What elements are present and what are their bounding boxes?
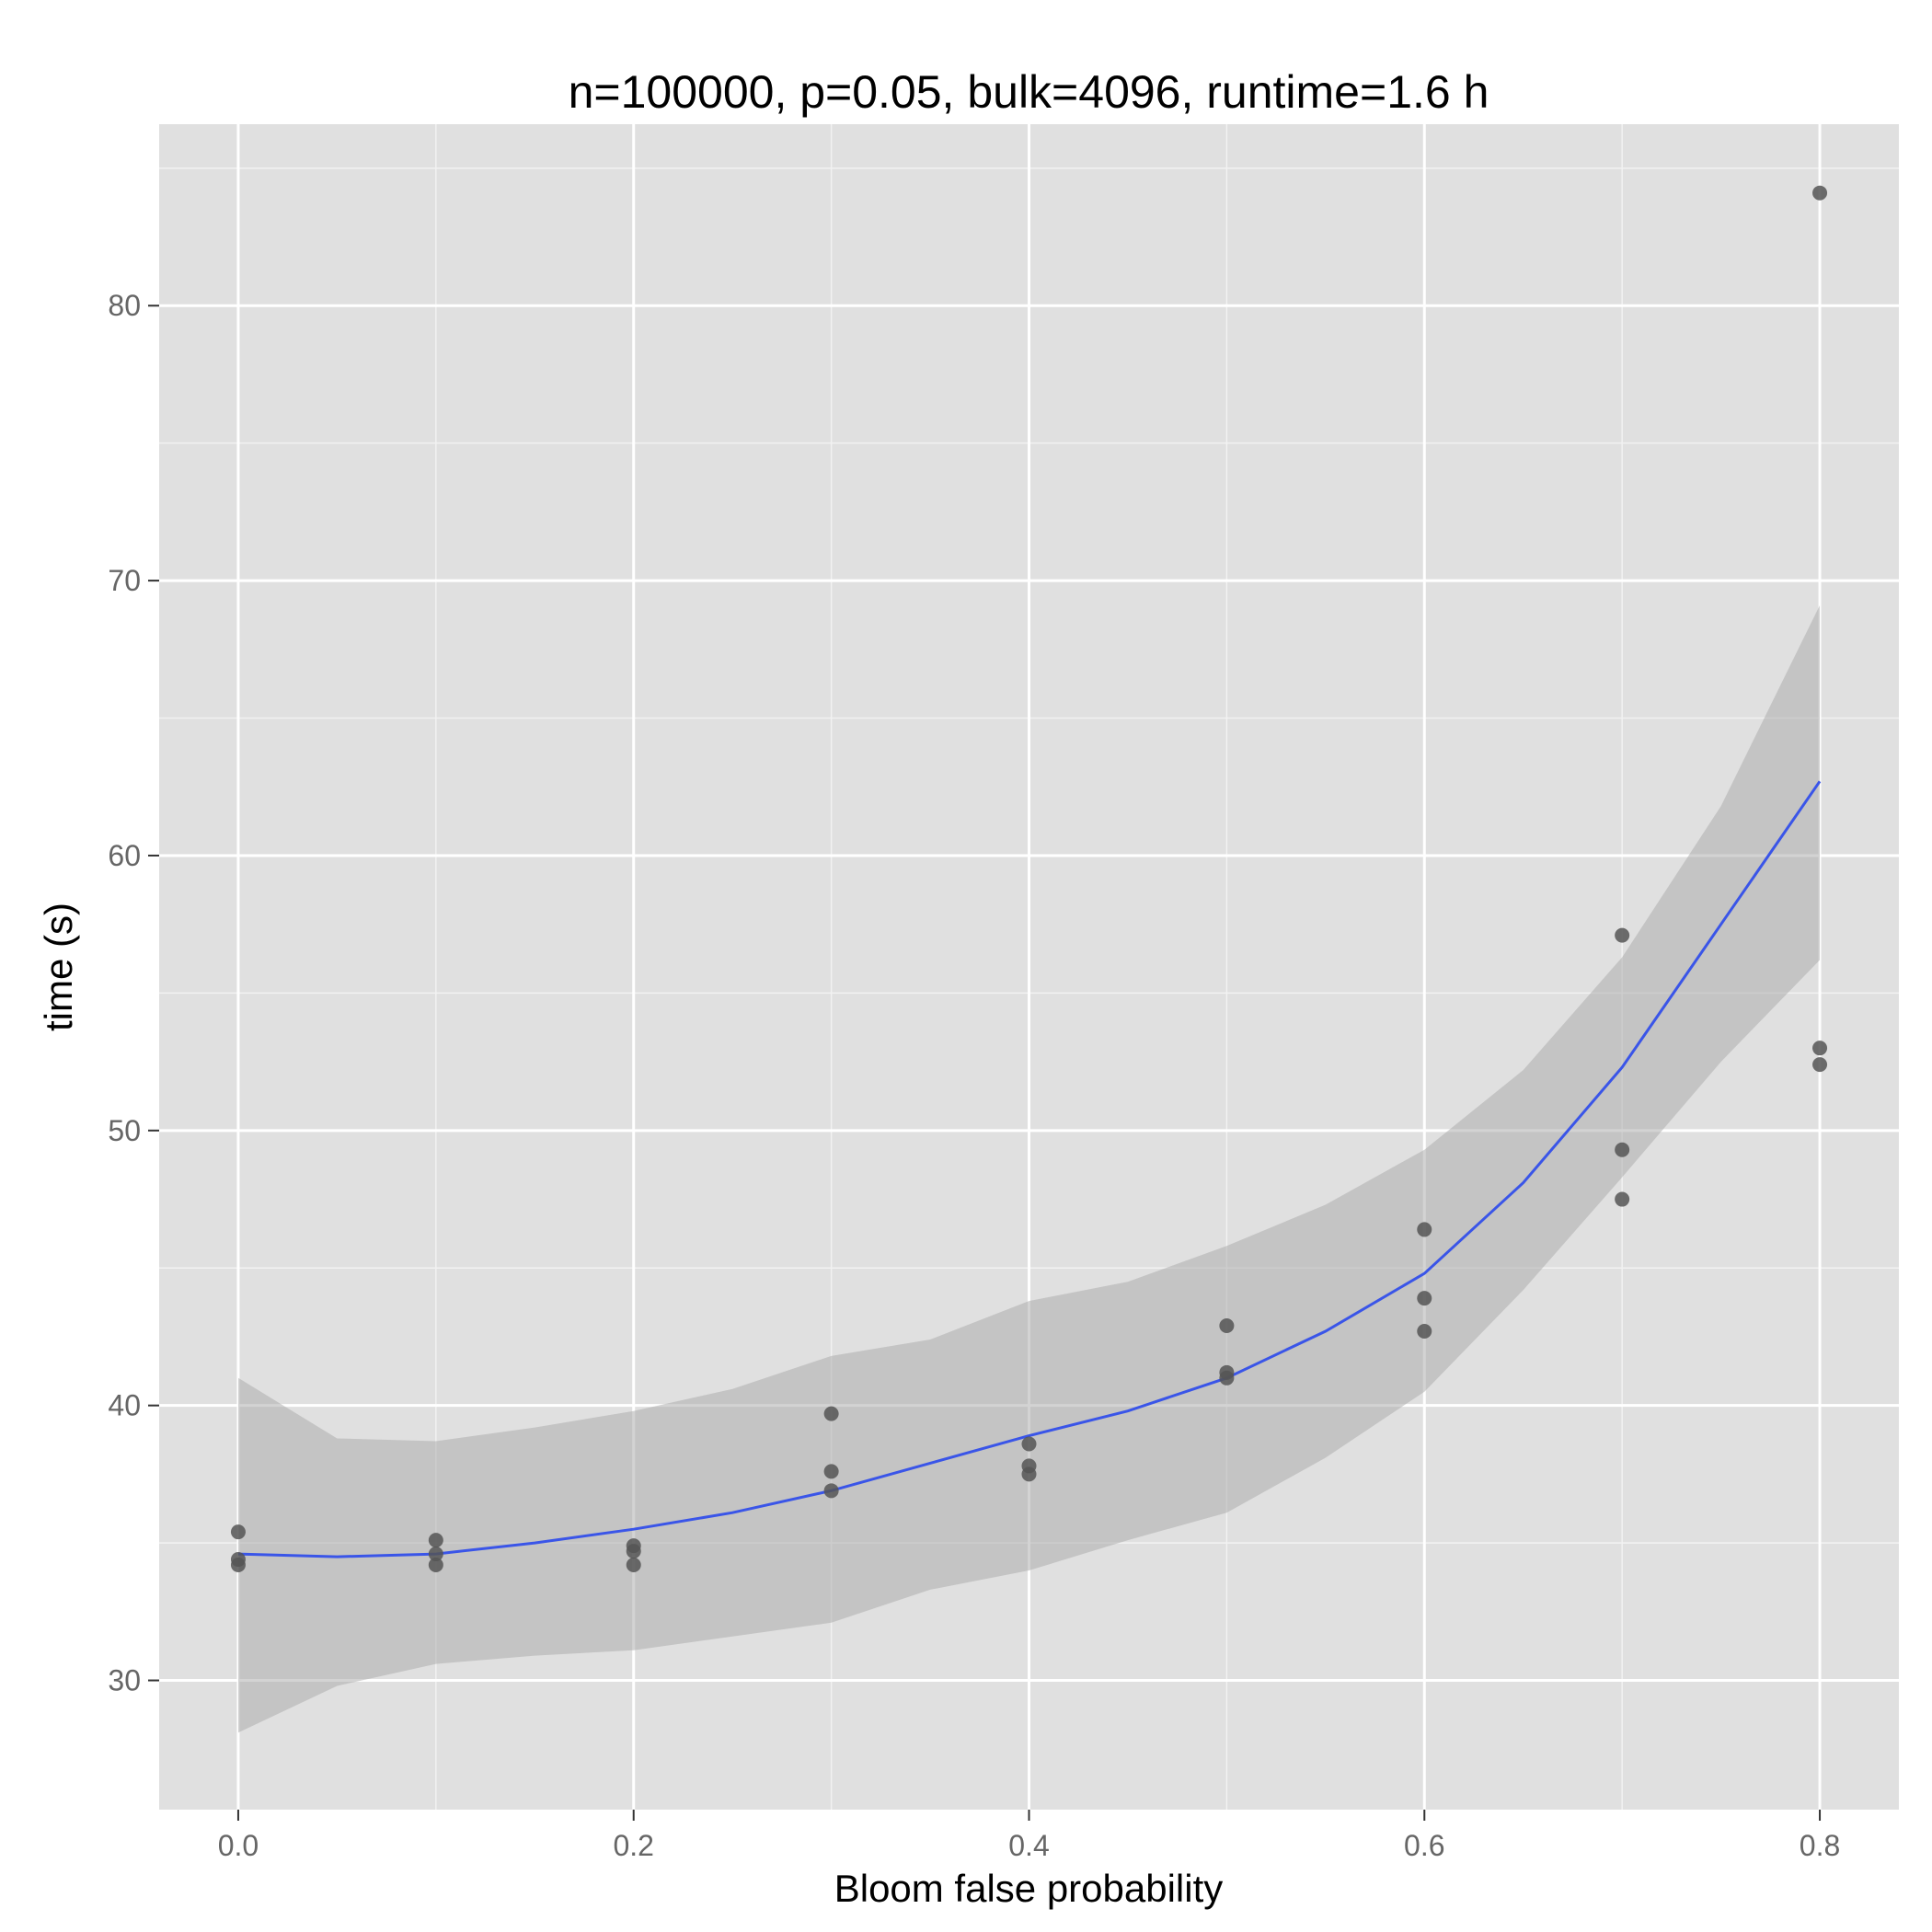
data-point (1021, 1466, 1037, 1482)
y-tick-label: 30 (108, 1664, 141, 1697)
data-point (823, 1464, 839, 1479)
data-point (1615, 1142, 1630, 1157)
x-axis-title: Bloom false probability (834, 1867, 1224, 1910)
data-point (428, 1558, 443, 1573)
data-point (1812, 1041, 1828, 1056)
chart-title: n=100000, p=0.05, bulk=4096, runtime=1.6… (569, 66, 1489, 118)
data-point (626, 1558, 641, 1573)
data-point (1812, 1057, 1828, 1073)
data-point (1417, 1222, 1432, 1237)
data-point (1417, 1323, 1432, 1339)
data-point (230, 1558, 246, 1573)
x-tick-label: 0.6 (1404, 1829, 1444, 1862)
y-tick-label: 70 (108, 564, 141, 597)
data-point (1021, 1436, 1037, 1452)
loess-fit-line (237, 780, 1822, 1558)
x-axis: 0.0 0.2 0.4 0.6 0.8 (218, 1810, 1840, 1862)
y-tick-label: 40 (108, 1389, 141, 1422)
x-tick-label: 0.0 (218, 1829, 259, 1862)
x-tick-label: 0.4 (1008, 1829, 1049, 1862)
x-tick-label: 0.2 (613, 1829, 653, 1862)
data-point (428, 1547, 443, 1562)
data-point (1219, 1318, 1235, 1334)
data-point (823, 1483, 839, 1499)
data-point (1812, 185, 1828, 201)
data-point (428, 1533, 443, 1548)
data-point (230, 1524, 246, 1540)
data-points (230, 185, 1828, 1573)
y-tick-label: 60 (108, 839, 141, 872)
data-point (1417, 1291, 1432, 1306)
data-point (626, 1544, 641, 1559)
data-point (1615, 1191, 1630, 1207)
data-point (1219, 1370, 1235, 1386)
data-point (1615, 927, 1630, 943)
y-axis-title: time (s) (37, 903, 80, 1031)
y-axis: 30 40 50 60 70 80 (108, 289, 159, 1697)
y-tick-label: 50 (108, 1114, 141, 1147)
x-tick-label: 0.8 (1800, 1829, 1840, 1862)
confidence-band (238, 605, 1820, 1733)
data-point (823, 1406, 839, 1421)
y-tick-label: 80 (108, 289, 141, 322)
